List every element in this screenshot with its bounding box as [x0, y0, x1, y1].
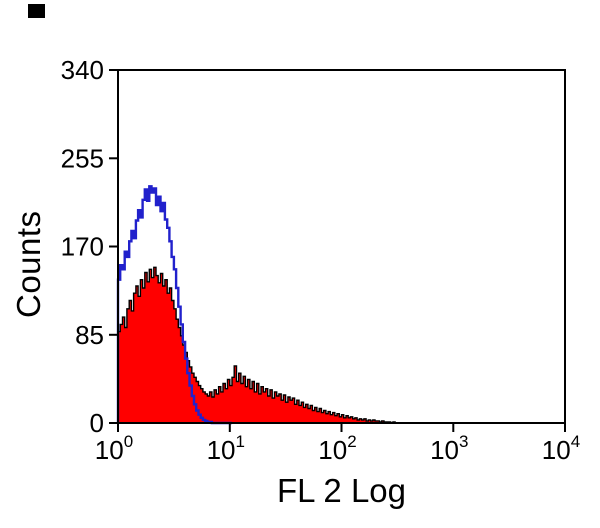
corner-artifact [28, 4, 45, 18]
series-filled-red-sample [117, 266, 411, 424]
x-tick-label: 100 [95, 432, 133, 465]
y-tick-label: 85 [75, 320, 104, 350]
x-tick-label: 102 [318, 432, 356, 465]
series-open-blue-control [116, 185, 232, 425]
y-tick-label: 340 [61, 55, 104, 85]
x-tick-label: 104 [542, 432, 580, 465]
x-tick-label: 101 [207, 432, 245, 465]
y-tick-label: 255 [61, 143, 104, 173]
x-tick-label: 103 [430, 432, 468, 465]
y-tick-label: 0 [90, 408, 104, 438]
y-tick-label: 170 [61, 232, 104, 262]
x-axis-title: FL 2 Log [276, 472, 407, 509]
